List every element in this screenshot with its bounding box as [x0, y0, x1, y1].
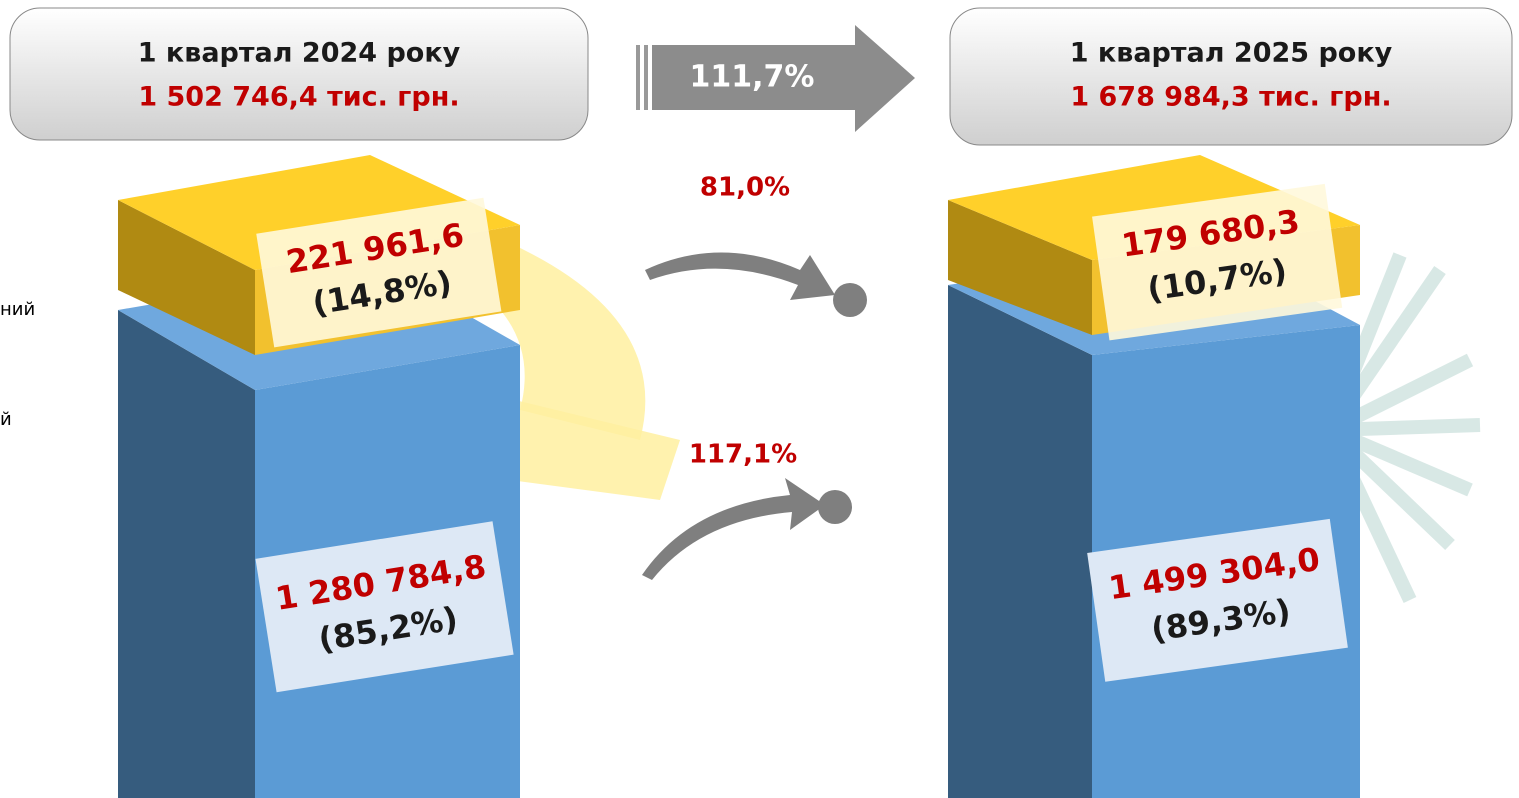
period-label: 1 квартал 2025 року	[1070, 38, 1393, 69]
growth-bottom: 117,1%	[689, 440, 797, 470]
value-box	[1092, 183, 1343, 341]
decor-arc	[510, 400, 680, 500]
growth-top: 81,0%	[700, 173, 790, 203]
decor-arc	[260, 175, 646, 440]
legend-fragment: й	[0, 409, 12, 430]
total-label: 1 502 746,4 тис. грн.	[138, 82, 459, 113]
value-box	[255, 521, 514, 693]
header-box	[949, 7, 1513, 146]
value-box	[256, 197, 502, 348]
value-box	[1087, 518, 1348, 682]
curved-arrow	[642, 252, 867, 580]
legend-fragment: ний	[0, 299, 35, 320]
total-label: 1 678 984,3 тис. грн.	[1070, 82, 1391, 113]
growth-arrow	[636, 25, 915, 132]
period-label: 1 квартал 2024 року	[138, 38, 461, 69]
header-box	[9, 7, 589, 141]
growth-total: 111,7%	[690, 60, 815, 95]
